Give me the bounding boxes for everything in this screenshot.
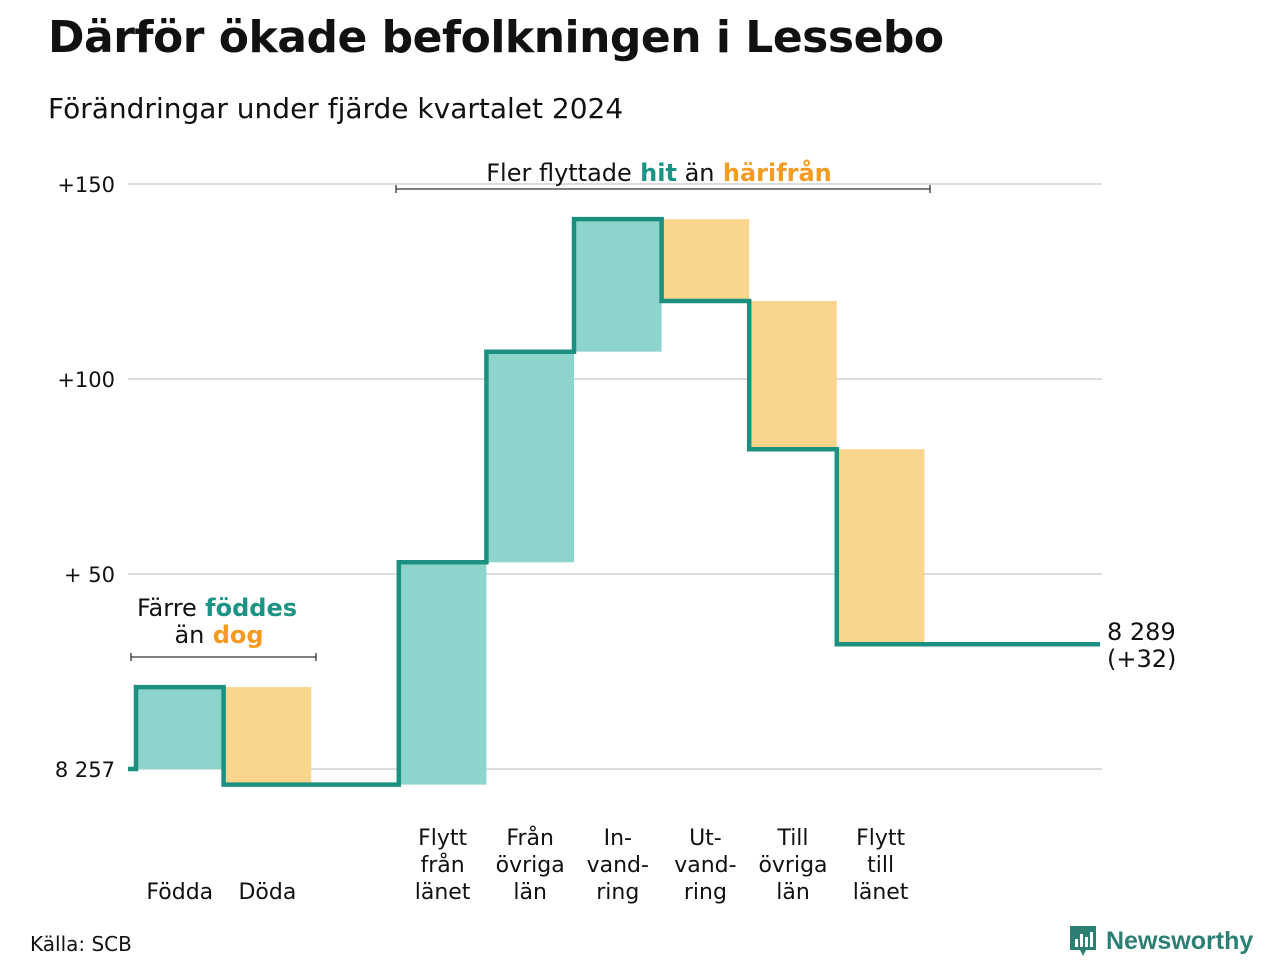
category-label: vand-	[674, 853, 736, 878]
category-label: övriga	[496, 853, 565, 878]
category-label: Från	[506, 825, 554, 851]
cumulative-step-line	[128, 216, 1100, 787]
births-annotation-line2-part: än	[174, 621, 204, 649]
chart-title: Därför ökade befolkningen i Lessebo	[48, 12, 944, 63]
category-label: länet	[853, 880, 909, 905]
cumulative-line	[128, 216, 1100, 787]
births-annotation-line1-part: Färre	[137, 594, 197, 622]
category-label: till	[867, 853, 894, 878]
labels: Födda DödaFlyttfrånlänetFrånövrigalänIn-v…	[146, 618, 1176, 905]
category-label: länet	[415, 880, 471, 905]
category-label: Födda	[146, 880, 213, 905]
category-label: ring	[596, 880, 639, 905]
y-tick-label: + 50	[64, 563, 115, 587]
gridlines: 8 257 + 50 +100 +150	[55, 173, 1102, 782]
waterfall-bar	[574, 219, 662, 352]
births-annotation-line1-part: föddes	[197, 594, 297, 622]
brand-name: Newsworthy	[1106, 926, 1254, 955]
source-note: Källa: SCB	[30, 932, 132, 956]
waterfall-bar	[486, 351, 574, 563]
moves-annotation: Fler flyttade hit än härifrån	[486, 158, 832, 187]
y-tick-label: +100	[57, 368, 115, 392]
moves-annotation-part: Fler flyttade	[486, 159, 632, 187]
waterfall-bar	[749, 301, 837, 450]
waterfall-bar	[136, 687, 224, 769]
category-label: från	[420, 852, 464, 878]
category-label: län	[513, 880, 547, 905]
brand-logo[interactable]: Newsworthy	[1068, 924, 1253, 958]
end-change-label: (+32)	[1107, 645, 1176, 673]
moves-annotation-part: hit	[632, 159, 677, 187]
category-label: Döda	[238, 880, 296, 905]
category-label: vand-	[587, 853, 649, 878]
waterfall-bar	[398, 562, 487, 785]
moves-annotation-part: än	[677, 159, 715, 187]
births-annotation-line1: Färre föddes	[137, 594, 297, 622]
category-label: övriga	[758, 853, 827, 878]
category-label: Flytt	[856, 826, 905, 851]
chart-subtitle: Förändringar under fjärde kvartalet 2024	[48, 92, 624, 125]
category-label: Ut-	[689, 826, 722, 851]
y-tick-label: +150	[57, 173, 115, 197]
waterfall-bar	[661, 219, 750, 301]
category-label: Flytt	[418, 826, 467, 851]
moves-annotation-part: härifrån	[715, 158, 832, 187]
births-annotation-line2: än dog	[174, 621, 263, 649]
newsworthy-logo-icon	[1070, 926, 1096, 956]
births-annotation-line2-part: dog	[204, 621, 263, 649]
category-label: län	[776, 880, 810, 905]
category-label: ring	[684, 880, 727, 905]
waterfall-bar	[836, 449, 925, 645]
category-label: In-	[604, 826, 632, 851]
waterfall-bar	[223, 687, 312, 785]
end-value-label: 8 289	[1107, 618, 1176, 646]
category-label: Till	[776, 826, 808, 851]
y-tick-label: 8 257	[55, 758, 115, 782]
bars	[136, 219, 925, 785]
